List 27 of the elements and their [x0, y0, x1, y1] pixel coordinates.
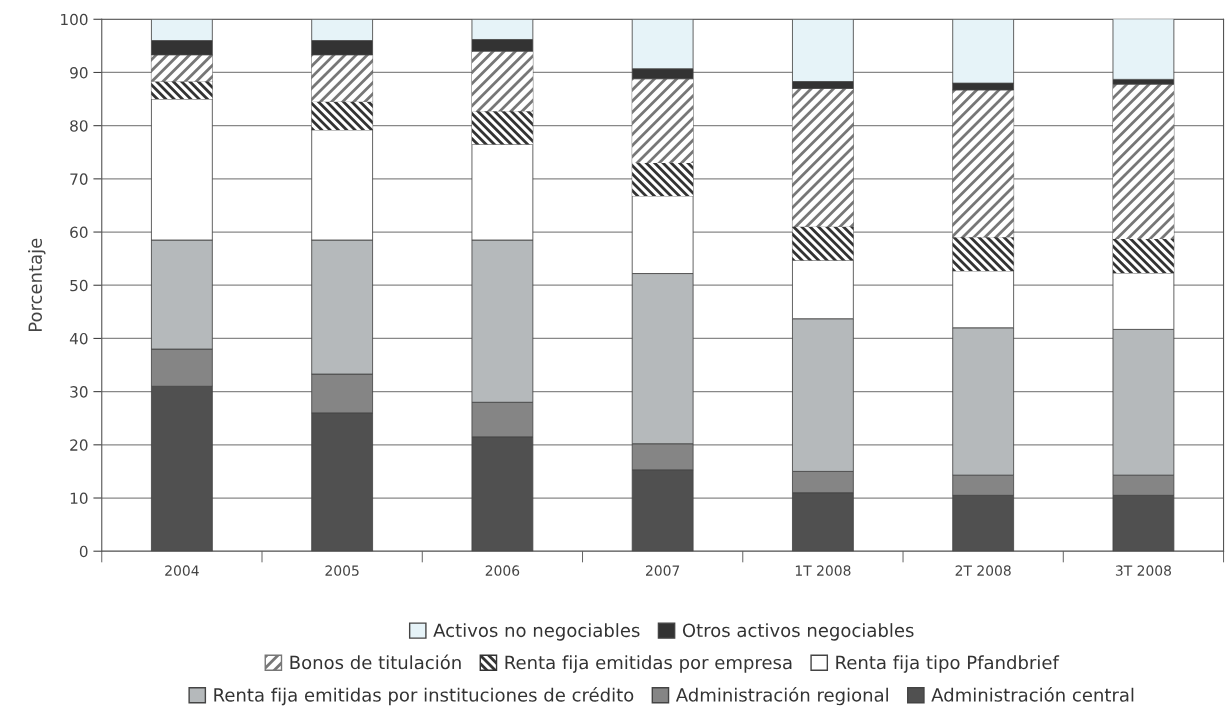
y-tick-label: 50: [70, 279, 88, 292]
x-tick-label: 3T 2008: [1115, 565, 1172, 576]
y-tick-label: 0: [79, 545, 88, 558]
legend-label: Renta fija emitidas por empresa: [505, 655, 792, 673]
x-tick-label: 2007: [646, 565, 680, 576]
x-tick-label: 1T 2008: [795, 565, 851, 576]
y-axis-title: Porcentaje: [28, 238, 46, 331]
legend-label: Renta fija tipo Pfandbrief: [836, 655, 1060, 673]
x-tick-label: 2T 2008: [955, 565, 1011, 576]
y-tick-label: 60: [70, 226, 88, 239]
y-tick-label: 10: [70, 492, 88, 505]
x-tick-label: 2005: [325, 565, 359, 576]
legend-label: Bonos de titulación: [290, 654, 461, 670]
legend-label: Otros activos negociables: [682, 623, 914, 641]
legend-label: Administración central: [931, 687, 1134, 702]
y-tick-label: 20: [70, 439, 88, 451]
y-tick-label: 80: [70, 120, 88, 132]
legend-label: Activos no negociables: [433, 623, 640, 641]
y-tick-label: 70: [70, 173, 88, 185]
y-tick-label: 90: [70, 66, 88, 79]
legend-label: Renta fija emitidas por instituciones de crédito: [214, 687, 634, 706]
y-tick-label: 40: [69, 332, 88, 345]
x-tick-label: 2006: [485, 565, 520, 576]
x-tick-label: 2004: [165, 565, 199, 576]
y-tick-label: 30: [70, 386, 88, 398]
legend-label: Administración regional: [675, 687, 888, 706]
y-tick-label: 100: [61, 13, 88, 26]
